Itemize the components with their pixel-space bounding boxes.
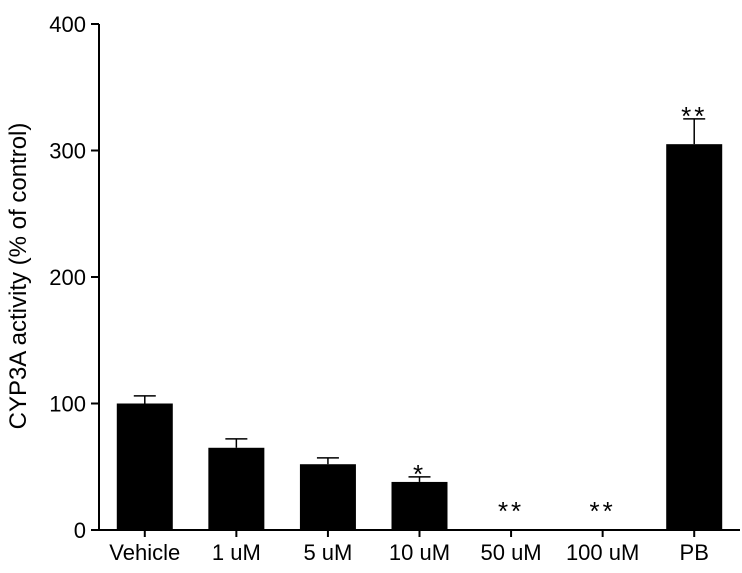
y-tick-label: 0 [74, 518, 86, 543]
significance-mark: ** [498, 496, 524, 526]
x-tick-label: PB [680, 540, 709, 565]
bar [208, 447, 265, 530]
x-tick-label: 100 uM [566, 540, 639, 565]
x-tick-label: 10 uM [389, 540, 450, 565]
significance-mark: * [413, 459, 426, 489]
bar [299, 464, 356, 530]
x-tick-label: 50 uM [480, 540, 541, 565]
x-tick-label: 1 uM [212, 540, 261, 565]
y-tick-label: 400 [49, 12, 86, 37]
plot-area: 0 100 200 300 400 Vehicle 1 uM 5 uM 10 uM * 50 uM *… [49, 12, 740, 565]
significance-mark: ** [681, 101, 707, 131]
x-tick-label: Vehicle [109, 540, 180, 565]
y-tick-label: 300 [49, 139, 86, 164]
y-tick-label: 200 [49, 265, 86, 290]
bar [666, 144, 723, 531]
y-tick-label: 100 [49, 392, 86, 417]
significance-mark: ** [590, 496, 616, 526]
bar [391, 481, 448, 530]
bar [116, 403, 173, 530]
x-tick-label: 5 uM [303, 540, 352, 565]
y-axis-title: CYP3A activity (% of control) [5, 123, 32, 430]
